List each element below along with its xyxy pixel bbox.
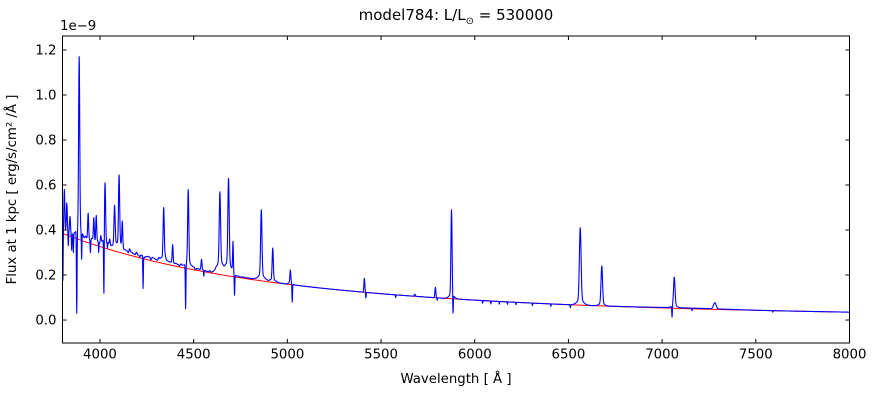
sun-symbol: ⊙: [465, 16, 474, 27]
y-tick-label: 0.2: [35, 269, 56, 284]
spectrum-line: [61, 56, 850, 318]
y-tick-label: 0.4: [35, 224, 56, 239]
continuum-line: [62, 232, 850, 313]
x-tick-label: 7500: [739, 348, 773, 363]
chart-title: model784: L/L⊙ = 530000: [62, 6, 850, 31]
y-tick-label: 1.2: [35, 43, 56, 58]
y-axis-label: Flux at 1 kpc [ erg/s/cm² /Å ]: [3, 95, 20, 285]
title-prefix: model784: L/L: [358, 6, 466, 24]
y-tick-label: 0.8: [35, 133, 56, 148]
axes-frame: [62, 35, 850, 344]
y-tick-label: 1.0: [35, 88, 56, 103]
y-offset-text: 1e−9: [60, 19, 96, 34]
x-axis-label: Wavelength [ Å ]: [400, 370, 511, 387]
x-tick-label: 6500: [552, 348, 586, 363]
x-tick-label: 4500: [177, 348, 211, 363]
x-tick-label: 7000: [645, 348, 679, 363]
x-tick-label: 5000: [270, 348, 304, 363]
y-tick-label: 0.6: [35, 179, 56, 194]
x-tick-label: 8000: [833, 348, 867, 363]
x-tick-label: 4000: [83, 348, 117, 363]
y-tick-label: 0.0: [35, 314, 56, 329]
x-tick-label: 6000: [458, 348, 492, 363]
title-suffix: = 530000: [473, 6, 554, 24]
x-tick-label: 5500: [364, 348, 398, 363]
